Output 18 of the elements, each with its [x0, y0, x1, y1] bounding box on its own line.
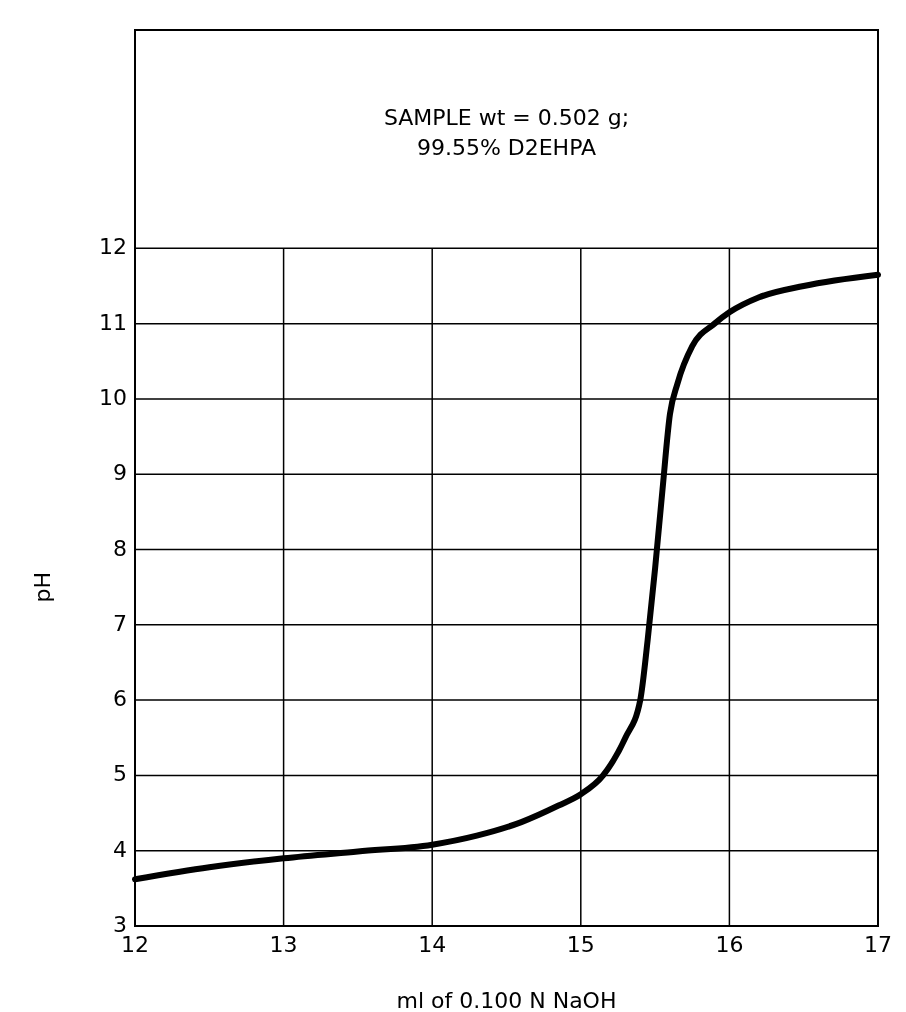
- x-tick-label: 15: [566, 932, 595, 957]
- y-tick-label: 6: [113, 686, 127, 712]
- y-tick-label: 3: [113, 912, 127, 937]
- x-tick-label: 16: [715, 932, 744, 957]
- y-tick-label: 5: [113, 761, 127, 787]
- y-tick-label: 12: [99, 234, 127, 260]
- y-tick-label: 8: [113, 535, 127, 561]
- y-tick-label: 4: [113, 836, 127, 862]
- y-tick-label: 10: [99, 384, 127, 410]
- y-tick-label: 9: [113, 460, 127, 486]
- annotation: SAMPLE wt = 0.502 g; 99.55% D2EHPA: [383, 105, 630, 161]
- x-tick-label: 13: [269, 932, 298, 957]
- y-tick-label: 7: [113, 610, 127, 636]
- y-axis-title: pH: [30, 571, 55, 603]
- x-tick-label: 14: [418, 932, 447, 957]
- y-tick-label: 11: [99, 309, 127, 335]
- x-tick-label: 17: [864, 932, 892, 957]
- x-axis-title: ml of 0.100 N NaOH: [396, 988, 617, 1012]
